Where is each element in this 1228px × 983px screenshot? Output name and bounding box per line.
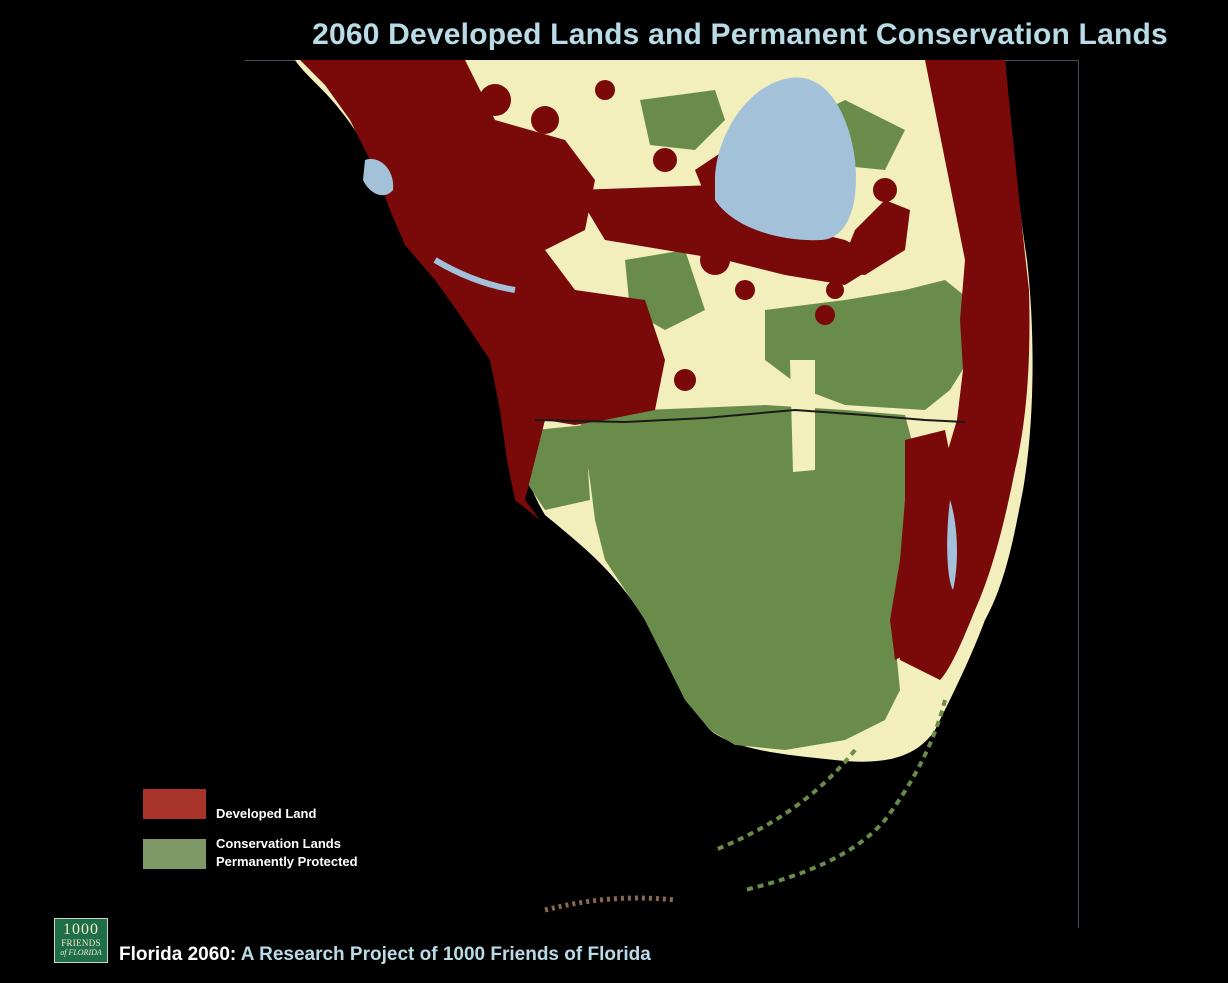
development-blob [479,84,511,116]
lake-shore-development [695,150,910,275]
lake-okeechobee [715,77,856,241]
map-title: 2060 Developed Lands and Permanent Conse… [312,18,1168,51]
south-florida-map [295,60,1033,913]
everglades-conservation [580,405,917,750]
legend-swatch-conservation [143,839,206,869]
footer-credit: Florida 2060: A Research Project of 1000… [119,944,651,966]
legend-label-developed: Developed Land [216,806,317,821]
county-boundary-line [534,408,966,424]
legend-label-conservation-line1: Conservation Lands [216,836,341,851]
charlotte-harbor [363,159,394,196]
logo-line1: 1000 [63,921,99,938]
development-blob [873,178,897,202]
development-blob [700,245,730,275]
footer-prefix: Florida 2060: [119,944,241,965]
development-blob [674,369,696,391]
development-blob [815,305,835,325]
caloosahatchee-river [433,257,516,293]
footer-rest: A Research Project of 1000 Friends of Fl… [240,944,651,965]
logo-line3: of FLORIDA [60,948,102,957]
north-conservation-a [640,90,725,150]
development-blob [595,80,615,100]
agricultural-strip [790,360,815,472]
lower-keys [544,895,676,913]
southeast-development [890,430,955,660]
biscayne-bay [947,500,957,590]
west-coast-development [300,60,665,520]
legend-swatch-developed [143,789,206,819]
development-blob [826,281,844,299]
1000-friends-of-florida-logo: 1000 FRIENDS of FLORIDA [54,918,108,963]
frame-right-border [1078,60,1079,928]
development-blob [653,148,677,172]
logo-line2: FRIENDS [61,938,101,948]
florida-keys [744,699,947,892]
south-coast-islands [714,748,857,852]
big-cypress-west [525,425,590,510]
development-blob [735,280,755,300]
development-blob [531,106,559,134]
legend-label-conservation-line2: Permanently Protected [216,854,358,869]
